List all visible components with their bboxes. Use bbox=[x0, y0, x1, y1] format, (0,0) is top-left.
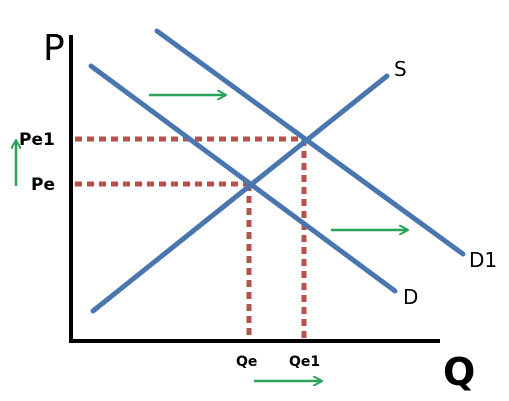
supply-curve bbox=[90, 73, 390, 314]
price-new-label: Pe1 bbox=[19, 130, 55, 150]
quantity-new-label: Qe1 bbox=[289, 354, 320, 370]
x-axis-title: Q bbox=[443, 350, 475, 394]
demand-shifted-curve bbox=[154, 28, 466, 257]
y-axis-title: P bbox=[43, 28, 65, 69]
price-initial-label: Pe bbox=[31, 175, 55, 195]
demand-shifted-label: D1 bbox=[469, 248, 497, 272]
quantity-initial-label: Qe bbox=[236, 354, 257, 370]
demand-label: D bbox=[403, 285, 418, 309]
supply-label: S bbox=[394, 57, 407, 81]
demand-curve bbox=[88, 63, 398, 294]
